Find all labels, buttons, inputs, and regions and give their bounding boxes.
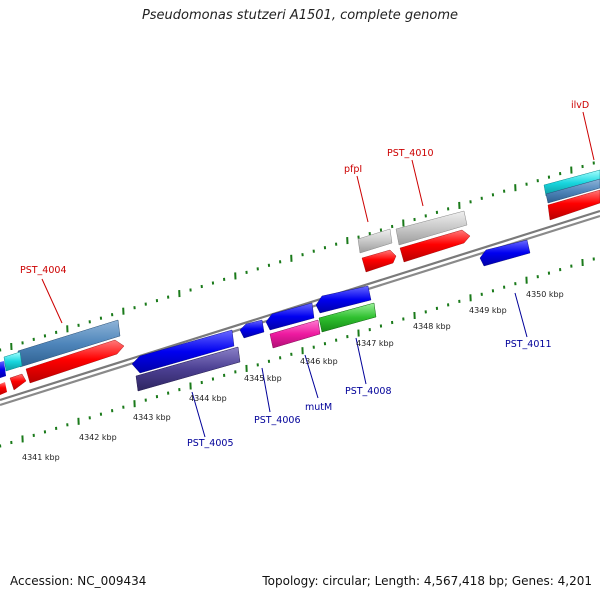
- forward-genes: [0, 169, 600, 395]
- kbp-label: 4344 kbp: [189, 394, 227, 403]
- kbp-label: 4348 kbp: [413, 322, 451, 331]
- topology-text: Topology: circular; Length: 4,567,418 bp…: [262, 574, 592, 588]
- reverse-tick-track: [0, 257, 595, 448]
- gene-box-steel-ilvd[interactable]: [545, 178, 600, 204]
- gene-label-pst-4005[interactable]: PST_4005: [187, 438, 234, 449]
- gene-box-purple-pst-4005[interactable]: [135, 346, 241, 392]
- forward-gene-labels: PST_4004 pfpI PST_4010 ilvD: [20, 100, 589, 276]
- gene-arrow-red-pst-4010[interactable]: [399, 229, 471, 263]
- gene-arrow-red-pst-4004[interactable]: [25, 339, 125, 384]
- accession-text: Accession: NC_009434: [10, 574, 147, 588]
- label-leader-lines: [41, 111, 595, 438]
- gene-label-pfpi[interactable]: pfpI: [344, 164, 362, 175]
- gene-arrow-blue-pst-4011[interactable]: [479, 239, 531, 267]
- gene-arrow-blue-pst-4005[interactable]: [131, 329, 235, 374]
- kbp-label: 4347 kbp: [356, 339, 394, 348]
- reverse-gene-labels: PST_4005 PST_4006 mutM PST_4008 PST_4011: [187, 339, 552, 449]
- gene-label-pst-4006[interactable]: PST_4006: [254, 415, 301, 426]
- kbp-label: 4342 kbp: [79, 433, 117, 442]
- kbp-label: 4343 kbp: [133, 413, 171, 422]
- gene-label-pst-4004[interactable]: PST_4004: [20, 265, 67, 276]
- gene-arrow-red-left-2[interactable]: [9, 373, 27, 391]
- gene-label-pst-4010[interactable]: PST_4010: [387, 148, 434, 159]
- kbp-label: 4345 kbp: [244, 374, 282, 383]
- gene-box-cyan-left[interactable]: [3, 351, 23, 372]
- gene-box-gray-pst-4010[interactable]: [395, 210, 468, 246]
- gene-arrow-red-ilvd[interactable]: [547, 189, 600, 221]
- kbp-label: 4349 kbp: [469, 306, 507, 315]
- gene-arrow-blue-mutm[interactable]: [265, 302, 315, 331]
- kbp-labels: 4341 kbp 4342 kbp 4343 kbp 4344 kbp 4345…: [22, 290, 564, 462]
- gene-label-pst-4011[interactable]: PST_4011: [505, 339, 552, 350]
- gene-box-gray-pfpi[interactable]: [357, 228, 393, 254]
- gene-box-magenta-mutm[interactable]: [269, 319, 321, 349]
- gene-arrow-red-left-1[interactable]: [0, 382, 7, 395]
- gene-label-mutm[interactable]: mutM: [305, 402, 332, 413]
- gene-arrow-red-pfpi[interactable]: [361, 249, 397, 273]
- gene-box-blue-edge[interactable]: [0, 361, 6, 378]
- gene-label-pst-4008[interactable]: PST_4008: [345, 386, 392, 397]
- gene-label-ilvd[interactable]: ilvD: [571, 100, 589, 111]
- gene-arrow-blue-pst-4006[interactable]: [239, 319, 265, 339]
- kbp-label: 4350 kbp: [526, 290, 564, 299]
- forward-tick-track: [0, 161, 595, 352]
- genome-title: Pseudomonas stutzeri A1501, complete gen…: [141, 8, 459, 23]
- gene-box-green-pst-4008[interactable]: [318, 302, 377, 333]
- gene-arrow-blue-pst-4008[interactable]: [315, 285, 372, 314]
- reverse-genes: [131, 239, 531, 392]
- gene-box-cyan-ilvd[interactable]: [543, 169, 600, 197]
- kbp-label: 4341 kbp: [22, 453, 60, 462]
- kbp-label: 4346 kbp: [300, 357, 338, 366]
